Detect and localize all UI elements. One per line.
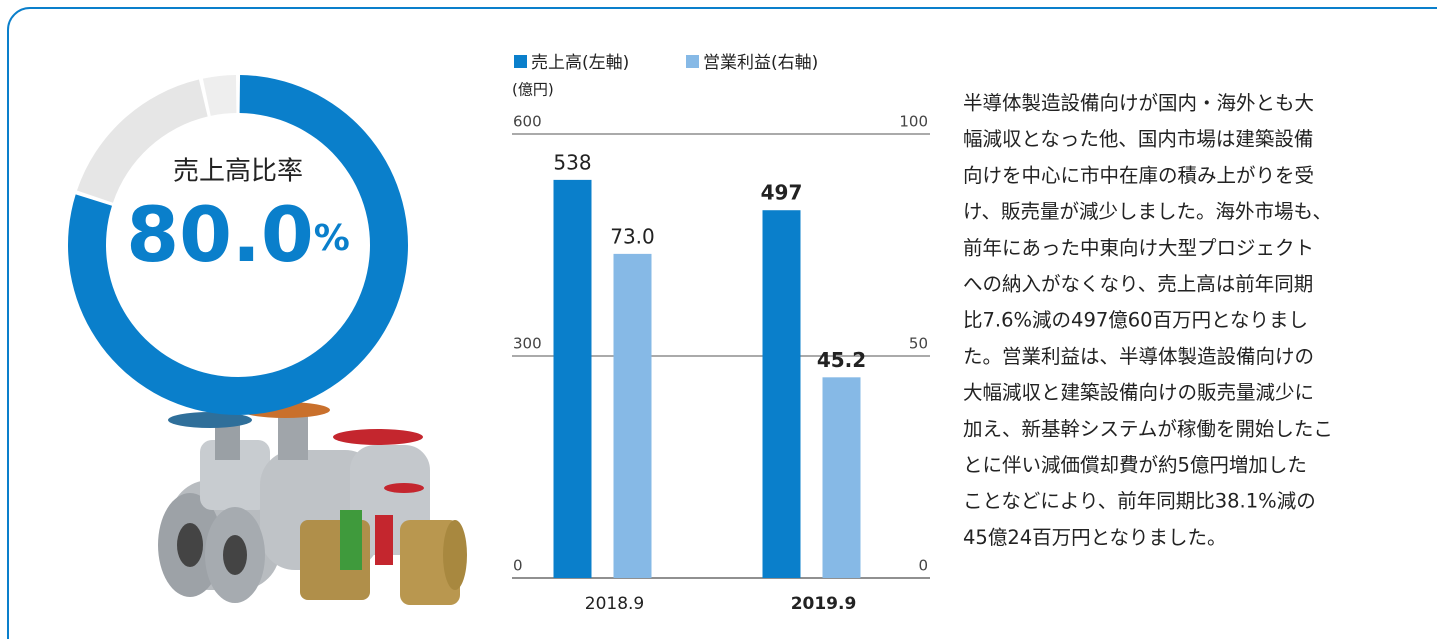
value-label: 497	[761, 181, 803, 205]
description-line: とに伴い減価償却費が約5億円増加した	[963, 454, 1307, 477]
description-line: 半導体製造設備向けが国内・海外とも大	[963, 92, 1314, 115]
panel-border	[7, 7, 1437, 639]
value-label: 538	[553, 150, 591, 174]
description-line: け、販売量が減少しました。海外市場も、	[963, 200, 1332, 223]
donut-segment	[76, 79, 208, 203]
bar	[822, 377, 861, 578]
y-tick-label: 0	[513, 557, 523, 575]
description-line: 比7.6%減の497億60百万円となりまし	[963, 309, 1308, 332]
x-tick-label: 2019.9	[791, 594, 857, 614]
value-label: 45.2	[817, 348, 866, 372]
bar	[762, 210, 801, 578]
y2-tick-label: 50	[909, 335, 928, 353]
donut-value-unit: %	[314, 218, 350, 259]
y-tick-label: 300	[513, 335, 542, 353]
donut-segment	[202, 75, 237, 116]
x-tick-label: 2018.9	[585, 594, 644, 614]
legend-label: 営業利益(右軸)	[703, 53, 818, 73]
y2-tick-label: 0	[918, 557, 928, 575]
unit-label: (億円)	[512, 81, 554, 99]
description-line: 大幅減収と建築設備向けの販売量減少に	[963, 381, 1314, 404]
legend-label: 売上高(左軸)	[531, 53, 629, 73]
bar	[553, 179, 592, 578]
donut-center-label: 売上高比率	[173, 157, 303, 187]
description-line: ことなどにより、前年同期比38.1%減の	[963, 490, 1316, 513]
legend-swatch	[514, 55, 527, 68]
description-line: 加え、新基幹システムが稼働を開始したこ	[963, 417, 1333, 440]
description-line: 45億24百万円となりました。	[963, 526, 1227, 549]
value-label: 73.0	[610, 224, 655, 248]
legend-swatch	[686, 55, 699, 68]
description-line: 向けを中心に市中在庫の積み上がりを受	[963, 164, 1314, 187]
valve-photo	[158, 402, 467, 605]
donut-value: 80.0%	[126, 190, 350, 279]
description-line: た。営業利益は、半導体製造設備向けの	[963, 345, 1314, 368]
description-line: 前年にあった中東向け大型プロジェクト	[963, 236, 1314, 259]
y-tick-label: 600	[513, 113, 542, 131]
donut-value-number: 80.0	[126, 190, 314, 279]
y2-tick-label: 100	[899, 113, 928, 131]
description-line: への納入がなくなり、売上高は前年同期	[963, 273, 1313, 296]
description-line: 幅減収となった他、国内市場は建築設備	[963, 128, 1313, 151]
bar	[613, 253, 652, 578]
